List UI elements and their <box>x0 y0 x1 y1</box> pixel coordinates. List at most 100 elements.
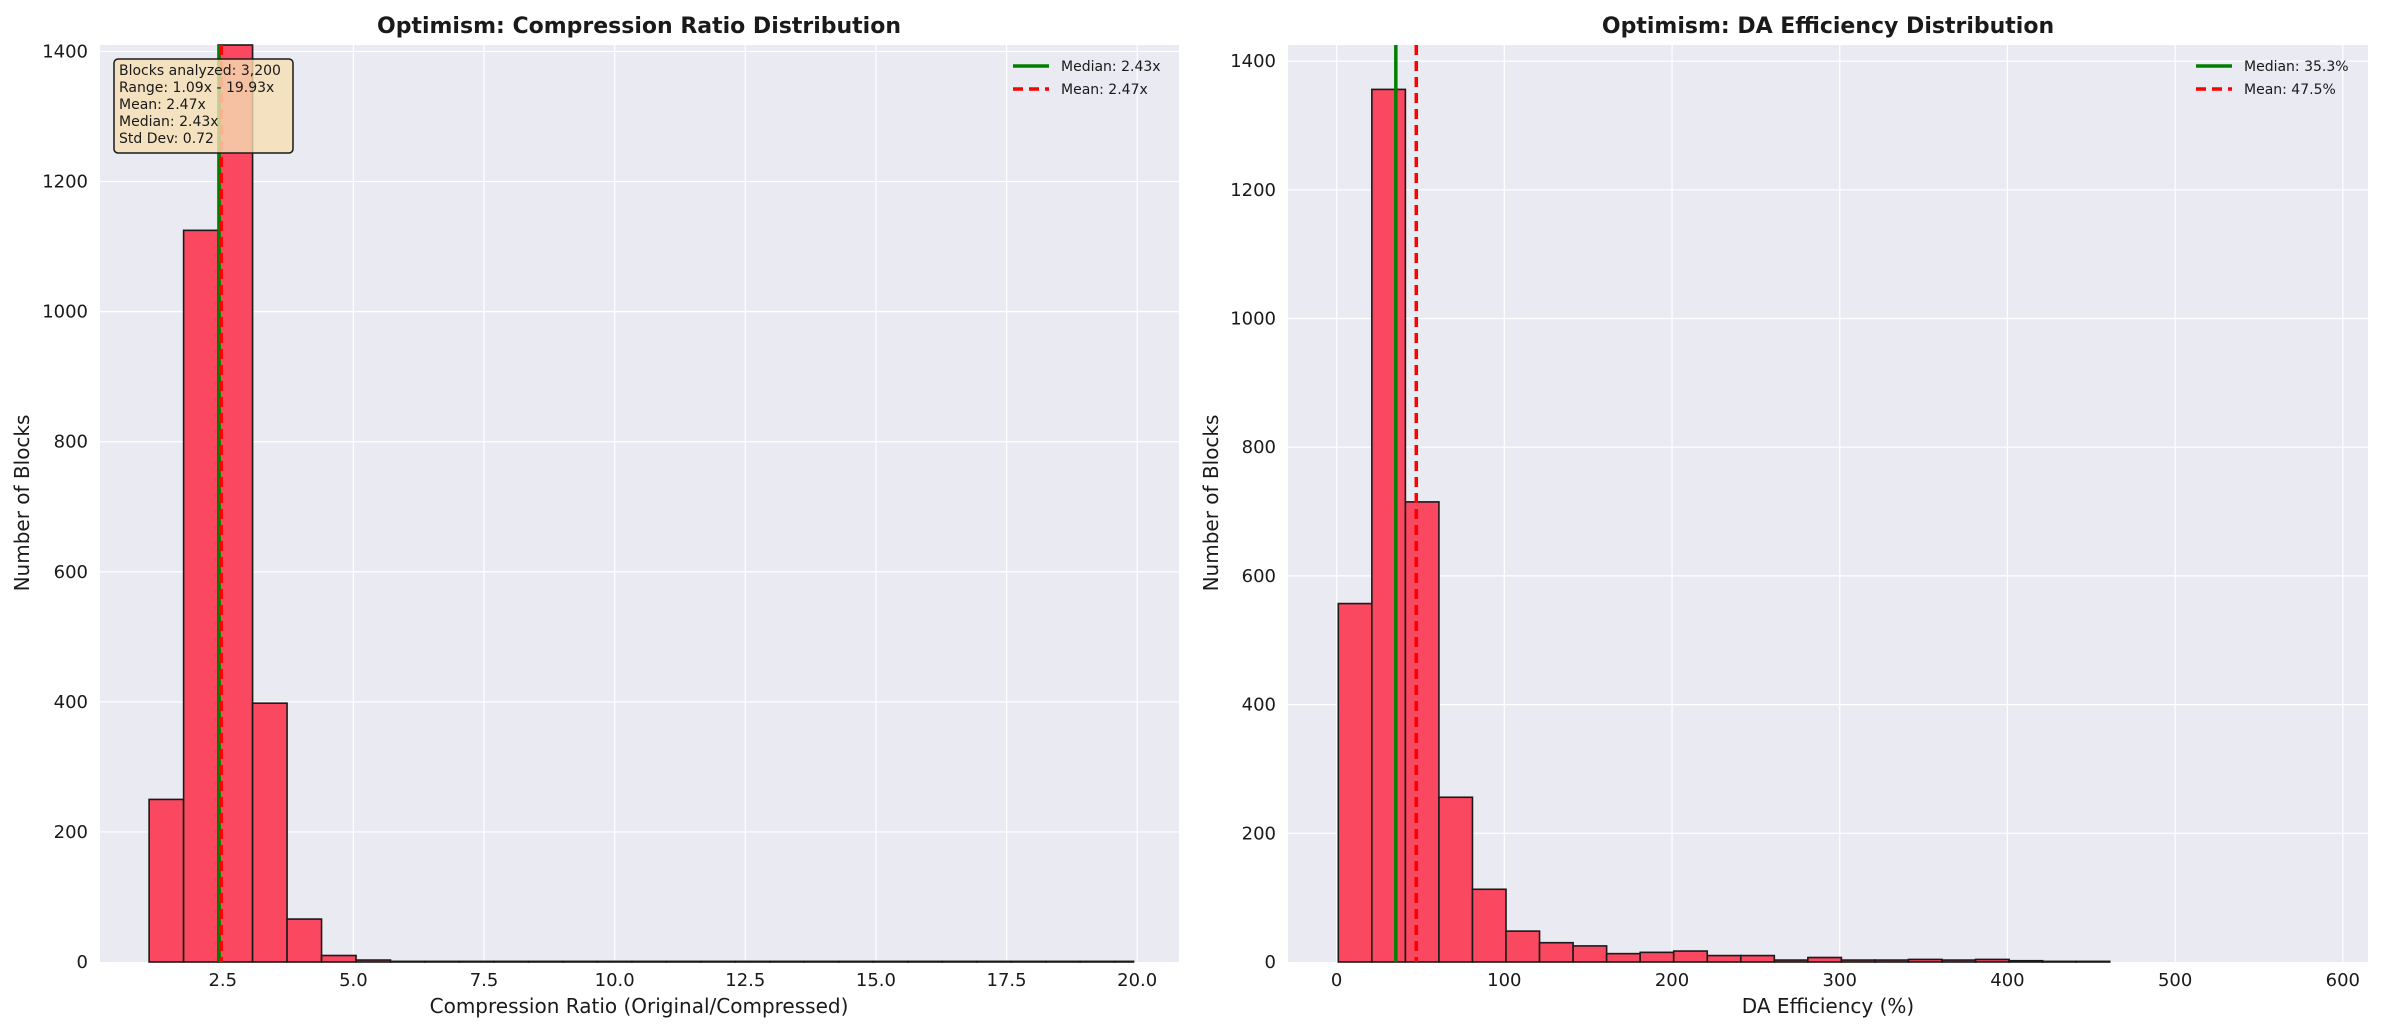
x-tick-label: 12.5 <box>725 970 765 991</box>
legend-median-label: Median: 35.3% <box>2244 59 2349 75</box>
histogram-bar <box>665 960 702 963</box>
x-tick-label: 2.5 <box>208 970 237 991</box>
histogram-bar <box>2041 960 2077 963</box>
histogram-bar <box>631 960 668 963</box>
histogram-bar <box>769 960 806 963</box>
stats-range: Range: 1.09x - 19.93x <box>119 80 274 96</box>
y-tick-labels: 0 200 400 600 800 1000 1200 1400 <box>42 42 88 973</box>
x-tick-label: 200 <box>1655 970 1689 991</box>
x-tick-label: 7.5 <box>470 970 499 991</box>
x-axis-label: Compression Ratio (Original/Compressed) <box>430 994 849 1018</box>
histogram-bar <box>1079 960 1116 963</box>
chart-title: Optimism: Compression Ratio Distribution <box>377 14 901 39</box>
histogram-bar <box>1044 960 1082 963</box>
histogram-bar <box>1505 930 1541 963</box>
histogram-bar <box>1974 958 2010 963</box>
histogram-bars <box>1337 88 2111 963</box>
histogram-bar <box>872 960 909 963</box>
histogram-bar <box>1113 960 1135 963</box>
y-tick-label: 600 <box>54 562 88 583</box>
histogram-bar <box>1572 945 1608 963</box>
y-tick-label: 800 <box>54 432 88 453</box>
histogram-bar <box>1840 959 1876 963</box>
stats-std-dev: Std Dev: 0.72 <box>119 131 214 147</box>
x-axis-label: DA Efficiency (%) <box>1742 994 1914 1018</box>
x-tick-label: 500 <box>2158 970 2192 991</box>
x-tick-label: 17.5 <box>987 970 1027 991</box>
x-tick-label: 400 <box>1990 970 2024 991</box>
histogram-bar <box>1907 958 1943 963</box>
x-tick-label: 5.0 <box>339 970 368 991</box>
histogram-bar <box>838 960 875 963</box>
histogram-bar <box>1672 950 1709 963</box>
da-efficiency-histogram: 0 100 200 300 400 500 600 0 200 400 600 800 1000 120… <box>1199 14 2368 1018</box>
histogram-bar <box>493 960 530 963</box>
histogram-bar <box>734 960 771 963</box>
reference-lines <box>217 45 223 962</box>
histogram-bar <box>1605 952 1641 963</box>
histogram-bar <box>286 918 323 963</box>
histogram-bar <box>1706 954 1742 963</box>
chart-title: Optimism: DA Efficiency Distribution <box>1602 14 2054 39</box>
y-tick-label: 0 <box>77 952 88 973</box>
x-tick-label: 300 <box>1823 970 1857 991</box>
histogram-bar <box>562 960 599 963</box>
histogram-bar <box>1404 501 1440 963</box>
histogram-bar <box>2008 959 2044 963</box>
x-tick-label: 10.0 <box>595 970 635 991</box>
stats-box: Blocks analyzed: 3,200 Range: 1.09x - 19… <box>113 58 294 154</box>
y-tick-label: 1400 <box>1230 51 1276 72</box>
y-tick-label: 1000 <box>1230 308 1276 329</box>
y-tick-labels: 0 200 400 600 800 1000 1200 1400 <box>1230 51 1276 973</box>
histogram-bar <box>1739 954 1776 963</box>
reference-lines <box>1394 45 1419 962</box>
histogram-bar <box>1337 602 1373 963</box>
x-tick-labels: 2.5 5.0 7.5 10.0 12.5 15.0 17.5 20.0 <box>208 970 1157 991</box>
y-tick-label: 0 <box>1265 952 1276 973</box>
legend-mean-label: Mean: 2.47x <box>1061 82 1148 98</box>
histogram-bar <box>700 960 737 963</box>
stats-mean: Mean: 2.47x <box>119 97 206 113</box>
histogram-bar <box>251 702 288 963</box>
histogram-bar <box>907 960 944 963</box>
histogram-bar <box>217 44 254 963</box>
legend: Median: 35.3% Mean: 47.5% <box>2196 59 2349 98</box>
histogram-bar <box>1371 88 1407 963</box>
y-tick-label: 400 <box>1242 695 1276 716</box>
histogram-bar <box>2075 960 2111 963</box>
x-tick-label: 100 <box>1487 970 1521 991</box>
x-tick-labels: 0 100 200 300 400 500 600 <box>1331 970 2360 991</box>
histogram-bar <box>389 960 426 963</box>
histogram-bar <box>458 960 495 963</box>
y-tick-label: 600 <box>1242 566 1276 587</box>
stats-blocks-analyzed: Blocks analyzed: 3,200 <box>119 63 281 79</box>
stats-median: Median: 2.43x <box>119 114 219 130</box>
histogram-bar <box>803 960 840 963</box>
histogram-bar <box>1471 888 1507 963</box>
compression-ratio-histogram: 2.5 5.0 7.5 10.0 12.5 15.0 17.5 20.0 0 200 400 600… <box>10 14 1179 1018</box>
x-tick-label: 600 <box>2326 970 2360 991</box>
histogram-bar <box>1010 960 1047 963</box>
grid-lines <box>100 45 1179 962</box>
x-tick-label: 20.0 <box>1117 970 1157 991</box>
y-axis-label: Number of Blocks <box>10 415 34 592</box>
histogram-bar <box>975 960 1013 963</box>
y-tick-label: 1200 <box>42 172 88 193</box>
y-tick-label: 400 <box>54 692 88 713</box>
histogram-bar <box>355 959 392 963</box>
histogram-bar <box>1639 951 1675 963</box>
histogram-bar <box>1874 959 1910 963</box>
y-axis-label: Number of Blocks <box>1199 415 1223 592</box>
histogram-bar <box>148 798 185 963</box>
legend: Median: 2.43x Mean: 2.47x <box>1013 59 1161 98</box>
histogram-bar <box>596 960 633 963</box>
histogram-bar <box>1941 959 1977 963</box>
x-tick-label: 15.0 <box>856 970 896 991</box>
y-tick-label: 1000 <box>42 302 88 323</box>
histogram-bar <box>1538 941 1574 963</box>
histogram-bar <box>182 229 219 963</box>
y-tick-label: 200 <box>54 822 88 843</box>
histogram-bar <box>941 960 978 963</box>
y-tick-label: 800 <box>1242 437 1276 458</box>
